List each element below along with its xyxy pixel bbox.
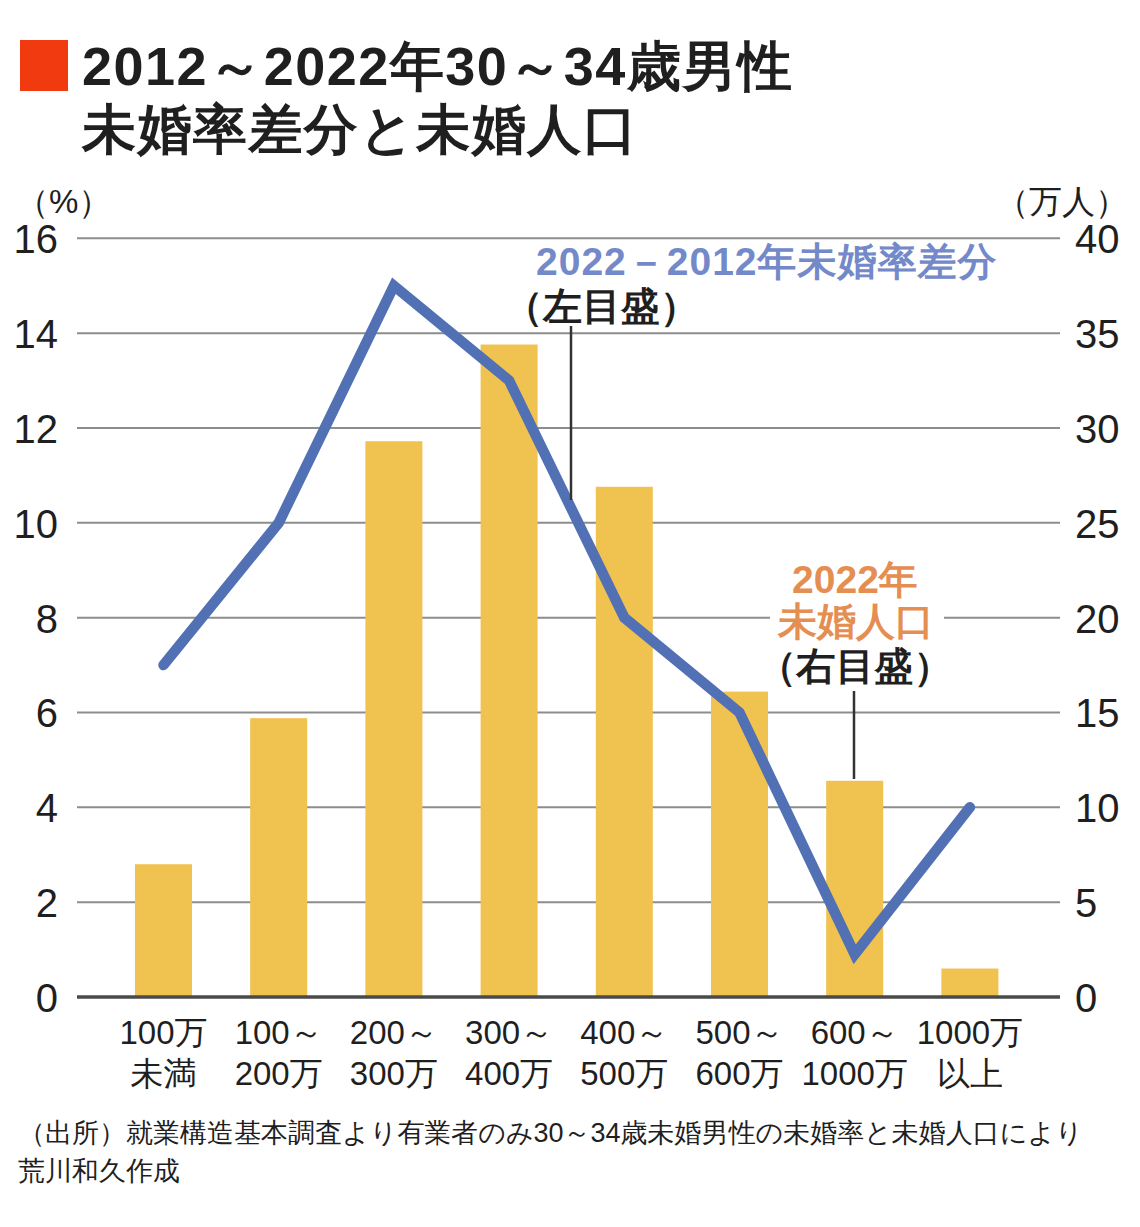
line-series-sublabel: （左目盛）	[504, 285, 699, 328]
left-axis-unit: （%）	[16, 183, 111, 220]
left-tick-10: 10	[14, 502, 59, 546]
left-tick-2: 2	[36, 881, 58, 925]
right-tick-25: 25	[1075, 502, 1120, 546]
source-note: （出所）就業構造基本調査より有業者のみ30～34歳未婚男性の未婚率と未婚人口によ…	[18, 1114, 1083, 1190]
left-tick-0: 0	[36, 976, 58, 1020]
bar-5	[711, 692, 768, 997]
title-line-2: 未婚率差分と未婚人口	[82, 98, 793, 161]
chart-title: 2012～2022年30～34歳男性 未婚率差分と未婚人口	[20, 35, 793, 161]
bar-1	[250, 718, 307, 997]
left-tick-14: 14	[14, 312, 59, 356]
right-axis-unit: （万人）	[996, 183, 1128, 220]
category-label-5: 500～600万	[695, 1014, 783, 1092]
bar-0	[135, 864, 192, 997]
right-tick-15: 15	[1075, 691, 1120, 735]
right-tick-30: 30	[1075, 407, 1120, 451]
right-tick-0: 0	[1075, 976, 1097, 1020]
left-tick-16: 16	[14, 217, 59, 261]
right-tick-35: 35	[1075, 312, 1120, 356]
bar-series-sublabel: （右目盛）	[758, 645, 953, 688]
category-label-1: 100～200万	[235, 1014, 323, 1092]
category-label-7: 1000万以上	[917, 1014, 1023, 1092]
bar-6	[826, 781, 883, 997]
bar-2	[365, 441, 422, 997]
bar-series-label-line1: 2022年	[792, 558, 918, 601]
right-tick-40: 40	[1075, 217, 1120, 261]
right-tick-10: 10	[1075, 786, 1120, 830]
left-tick-4: 4	[36, 786, 58, 830]
bar-4	[596, 487, 653, 997]
right-tick-20: 20	[1075, 597, 1120, 641]
category-label-6: 600～1000万	[801, 1014, 907, 1092]
combo-chart: 16141210864204035302520151050（%）（万人）100万…	[0, 0, 1140, 1227]
left-tick-6: 6	[36, 691, 58, 735]
category-label-0: 100万未満	[119, 1014, 207, 1092]
left-tick-8: 8	[36, 597, 58, 641]
category-label-4: 400～500万	[580, 1014, 668, 1092]
bar-3	[481, 345, 538, 997]
title-line-1: 2012～2022年30～34歳男性	[82, 35, 793, 98]
left-tick-12: 12	[14, 407, 59, 451]
category-label-3: 300～400万	[465, 1014, 553, 1092]
title-bullet-square	[20, 40, 68, 91]
line-series-label: 2022－2012年未婚率差分	[536, 240, 998, 283]
bar-7	[941, 969, 998, 997]
category-label-2: 200～300万	[350, 1014, 438, 1092]
bar-series-label-line2: 未婚人口	[777, 600, 934, 643]
source-line-1: （出所）就業構造基本調査より有業者のみ30～34歳未婚男性の未婚率と未婚人口によ…	[18, 1114, 1083, 1152]
source-line-2: 荒川和久作成	[18, 1152, 1083, 1190]
right-tick-5: 5	[1075, 881, 1097, 925]
